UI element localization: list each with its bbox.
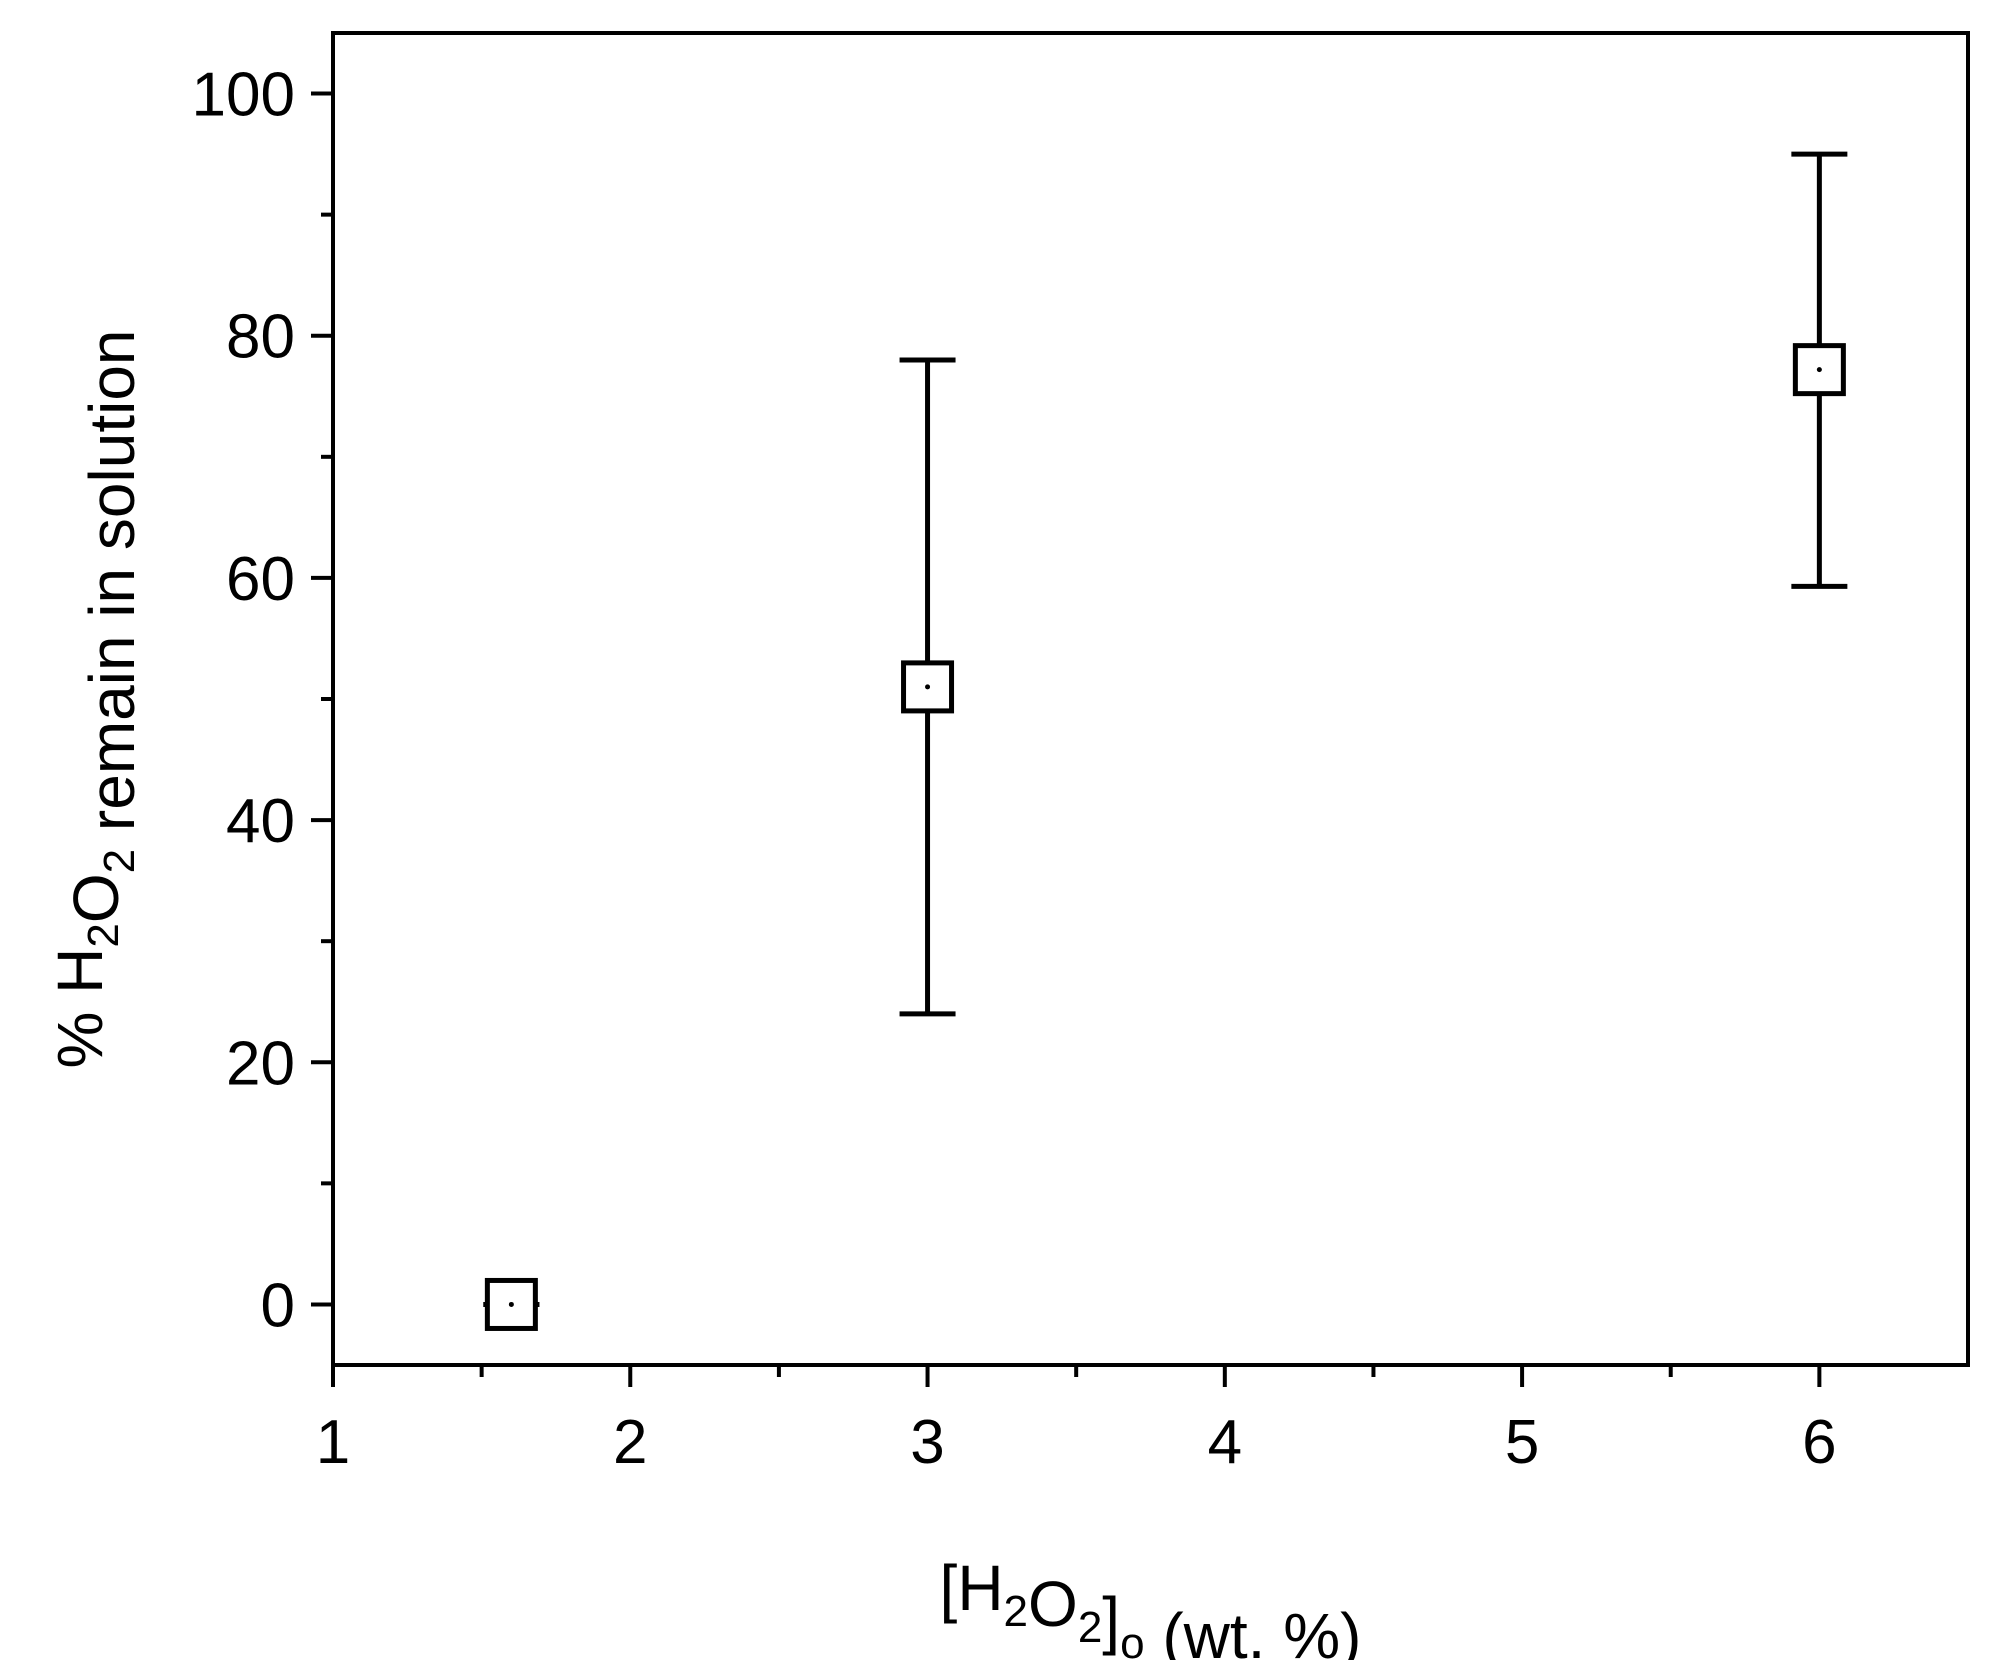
x-tick-label: 3 [910,1408,944,1477]
x-tick-label: 6 [1802,1408,1836,1477]
x-tick-label: 1 [316,1408,350,1477]
data-point-center [1816,367,1822,373]
y-tick-label: 20 [226,1029,295,1098]
data-point [901,660,955,714]
data-point-marker [901,660,955,714]
x-tick-label: 4 [1208,1408,1242,1477]
plot-frame [331,31,1970,1367]
x-axis-title: [H2O2]o (wt. %) [940,1552,1362,1660]
data-point [484,1277,538,1331]
y-axis-title: % H2O2 remain in solution [44,329,148,1068]
x-tick-label: 2 [613,1408,647,1477]
y-tick-label: 100 [192,61,295,130]
y-tick-label: 40 [226,787,295,856]
y-tick-label: 0 [261,1271,295,1340]
x-tick-label: 5 [1505,1408,1539,1477]
data-point [1792,343,1846,397]
y-tick-label: 60 [226,545,295,614]
y-tick-label: 80 [226,303,295,372]
data-point-center [925,684,931,690]
data-point-center [508,1301,514,1307]
